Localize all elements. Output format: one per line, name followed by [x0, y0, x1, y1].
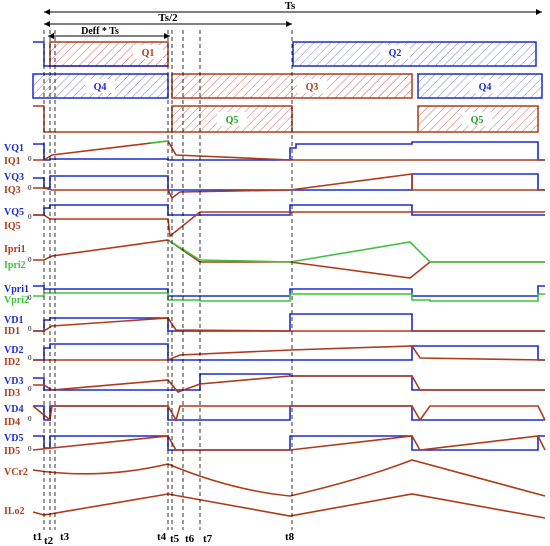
- wave-vq1: [33, 141, 545, 161]
- gate-row-2: Q4 Q3 Q4: [32, 73, 543, 99]
- label-ipri2: Ipri2: [4, 260, 26, 271]
- wave-iq1-green: [149, 140, 169, 144]
- wave-vq3: [33, 173, 545, 191]
- gate-label-q4b: Q4: [479, 82, 492, 93]
- label-id3: ID3: [4, 388, 20, 399]
- wave-vpri2: [33, 292, 545, 302]
- label-iq3: IQ3: [4, 185, 21, 196]
- label-iq5: IQ5: [4, 221, 21, 232]
- wave-ipri2: [167, 239, 545, 263]
- label-vq1: VQ1: [4, 143, 24, 154]
- gate-row-1: Q1 Q2: [33, 41, 537, 67]
- label-vd1: VD1: [4, 315, 23, 326]
- label-vq3: VQ3: [4, 172, 24, 183]
- time-label-t3: t3: [60, 531, 70, 543]
- wave-iq3: [33, 173, 545, 200]
- gate-row-3: Q5 Q5: [33, 105, 539, 133]
- label-vd3: VD3: [4, 376, 23, 387]
- wave-id1: [33, 317, 545, 332]
- duty-arrow: Deff * Ts: [48, 26, 170, 39]
- zero-mark-5: 0: [28, 294, 32, 302]
- label-vpri2: Vpri2: [4, 295, 29, 306]
- wave-vpri1: [33, 285, 545, 297]
- label-id2: ID2: [4, 357, 20, 368]
- label-ipri1: Ipri1: [4, 244, 26, 255]
- zero-mark-6: 0: [28, 325, 32, 333]
- zero-mark-1: 0: [28, 155, 32, 163]
- time-labels: t1 t2 t3 t4 t5 t6 t7 t8: [33, 531, 295, 546]
- label-vd5: VD5: [4, 433, 23, 444]
- wave-vq5: [33, 204, 545, 216]
- wave-vd2: [33, 343, 545, 361]
- label-iq1: IQ1: [4, 156, 21, 167]
- gate-label-q2: Q2: [389, 48, 402, 59]
- trace-labels: VQ1 IQ1 0 VQ3 IQ3 0 VQ5 IQ5 0 Ipri1 Ipri…: [4, 143, 32, 517]
- label-vd2: VD2: [4, 345, 23, 356]
- wave-ilo2: [32, 493, 546, 519]
- gate-label-q3: Q3: [306, 82, 319, 93]
- gate-label-q1: Q1: [142, 48, 155, 59]
- time-label-t2: t2: [44, 535, 54, 546]
- wave-id5: [32, 435, 546, 451]
- period-label: Ts: [285, 0, 296, 12]
- time-label-t5: t5: [170, 533, 180, 545]
- wave-vcr2: [32, 459, 546, 497]
- zero-mark-8: 0: [28, 385, 32, 393]
- wave-ipri1: [33, 239, 545, 279]
- zero-mark-10: 0: [28, 445, 32, 453]
- time-label-t7: t7: [203, 533, 213, 545]
- waveforms: [32, 140, 546, 519]
- label-vd4: VD4: [4, 404, 23, 415]
- label-vcr2: VCr2: [4, 467, 28, 478]
- zero-mark-7: 0: [28, 354, 32, 362]
- gate-label-q5b: Q5: [471, 115, 484, 126]
- label-id5: ID5: [4, 446, 20, 457]
- period-arrow: Ts: [44, 0, 542, 15]
- zero-mark-3: 0: [28, 213, 32, 221]
- time-label-t1: t1: [33, 531, 42, 543]
- zero-mark-9: 0: [28, 415, 32, 423]
- time-label-t6: t6: [185, 533, 195, 545]
- label-id4: ID4: [4, 417, 20, 428]
- wave-vd4: [33, 405, 545, 421]
- half-period-arrow: Ts/2: [44, 12, 292, 27]
- label-id1: ID1: [4, 326, 20, 337]
- label-ilo2: ILo2: [4, 506, 25, 517]
- wave-vd5: [33, 435, 545, 451]
- zero-mark-2: 0: [28, 184, 32, 192]
- time-markers: [43, 30, 293, 530]
- label-vq5: VQ5: [4, 207, 24, 218]
- time-label-t4: t4: [157, 531, 167, 543]
- wave-iq1: [33, 140, 545, 161]
- wave-id2: [33, 345, 546, 361]
- gate-label-q4a: Q4: [94, 82, 107, 93]
- zero-mark-4: 0: [28, 256, 32, 264]
- wave-id4: [32, 405, 546, 423]
- label-vpri1: Vpri1: [4, 284, 29, 295]
- wave-iq5: [33, 211, 545, 238]
- time-label-t8: t8: [285, 531, 295, 543]
- gate-label-q5a: Q5: [226, 115, 239, 126]
- wave-id3: [33, 375, 545, 393]
- duty-label: Deff * Ts: [81, 26, 119, 37]
- half-period-label: Ts/2: [158, 12, 178, 24]
